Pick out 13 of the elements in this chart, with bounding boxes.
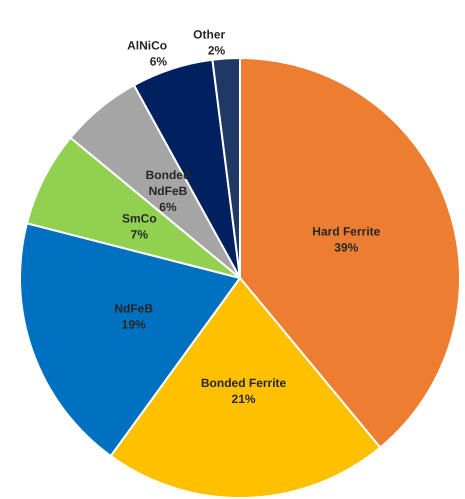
slice-label: Hard Ferrite [312, 224, 381, 239]
data-label: 39% [334, 240, 359, 255]
data-label: 7% [130, 228, 148, 242]
data-label: 19% [122, 317, 146, 332]
data-label: 6% [150, 54, 168, 69]
slice-label: Other [193, 27, 226, 42]
slice-label: Bonded Ferrite [200, 376, 287, 390]
slice-label: NdFeB [114, 301, 154, 316]
data-label: 21% [232, 392, 256, 406]
data-label: 2% [208, 43, 226, 58]
slice-label: SmCo [122, 212, 157, 226]
data-label: 6% [159, 200, 177, 214]
slice-label: AlNiCo [127, 38, 168, 53]
